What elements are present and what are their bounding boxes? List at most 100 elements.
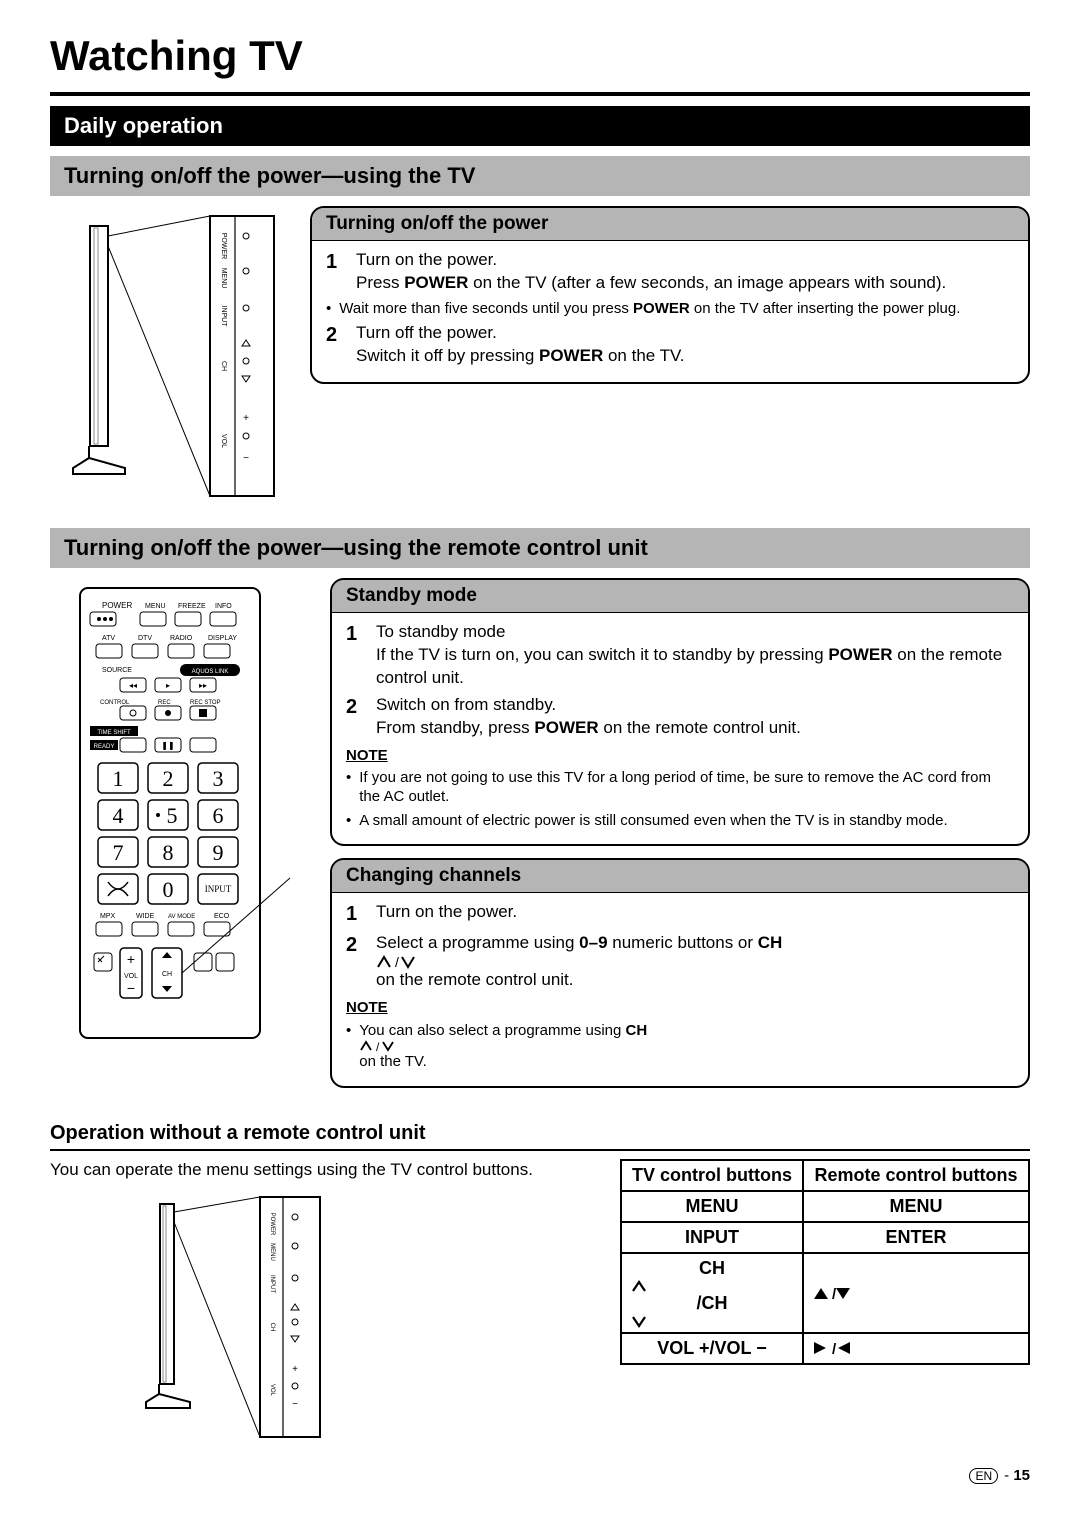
svg-text:INPUT: INPUT <box>269 1275 275 1293</box>
svg-text:DISPLAY: DISPLAY <box>208 635 237 642</box>
svg-text:/: / <box>395 955 399 969</box>
step-number: 2 <box>346 932 364 992</box>
daily-operation-heading: Daily operation <box>50 106 1030 146</box>
section2-row: POWER MENUFREEZEINFO ATVDTVRADIODISPLAY … <box>50 578 1030 1100</box>
step-number: 1 <box>326 249 344 295</box>
step-text: Switch on from standby. From standby, pr… <box>376 694 1014 740</box>
svg-text:VOL: VOL <box>124 973 138 980</box>
svg-text:POWER: POWER <box>269 1212 275 1235</box>
svg-text:VOL: VOL <box>220 434 227 448</box>
section3-row: You can operate the menu settings using … <box>50 1159 1030 1442</box>
box-standby-mode: Standby mode 1 To standby mode If the TV… <box>330 578 1030 846</box>
svg-text:7: 7 <box>113 840 124 865</box>
svg-text:MENU: MENU <box>269 1243 275 1261</box>
step-number: 1 <box>346 901 364 928</box>
section3-heading: Operation without a remote control unit <box>50 1122 1030 1151</box>
tv-illustration-1: POWER MENU INPUT CH + VOL − <box>50 206 290 506</box>
svg-text:▸▸: ▸▸ <box>199 681 207 690</box>
svg-text:FREEZE: FREEZE <box>178 603 206 610</box>
svg-text:REC STOP: REC STOP <box>190 700 221 706</box>
svg-text:CH: CH <box>269 1322 275 1331</box>
bullet: • Wait more than five seconds until you … <box>326 299 1014 319</box>
svg-text:POWER: POWER <box>220 233 227 259</box>
bullet: •A small amount of electric power is sti… <box>346 811 1014 831</box>
note-label: NOTE <box>346 746 1014 766</box>
svg-text:/: / <box>376 1040 380 1052</box>
step-text: To standby mode If the TV is turn on, yo… <box>376 621 1014 690</box>
svg-text:−: − <box>127 980 135 996</box>
table-cell: / <box>803 1253 1029 1333</box>
svg-text:INPUT: INPUT <box>205 884 232 894</box>
svg-text:POWER: POWER <box>102 601 132 610</box>
svg-text:MENU: MENU <box>145 603 166 610</box>
svg-text:+: + <box>243 413 249 424</box>
svg-text:▸: ▸ <box>166 681 170 690</box>
bullet: • You can also select a programme using … <box>346 1021 1014 1072</box>
note-label: NOTE <box>346 998 1014 1018</box>
svg-text:INPUT: INPUT <box>220 306 227 328</box>
svg-text:+: + <box>127 951 135 967</box>
svg-text:VOL: VOL <box>269 1383 275 1396</box>
tv-illustration-2: POWER MENU INPUT CH + VOL − <box>140 1192 590 1442</box>
svg-text:READY: READY <box>94 744 115 750</box>
page-title: Watching TV <box>50 32 1030 80</box>
remote-illustration: POWER MENUFREEZEINFO ATVDTVRADIODISPLAY … <box>50 578 310 1048</box>
svg-text:/: / <box>832 1341 837 1356</box>
svg-text:ATV: ATV <box>102 635 115 642</box>
box1-header: Turning on/off the power <box>312 208 1028 241</box>
step-number: 2 <box>346 694 364 740</box>
table-cell: INPUT <box>621 1222 803 1253</box>
svg-text:2: 2 <box>163 766 174 791</box>
svg-text:◂◂: ◂◂ <box>129 681 137 690</box>
table-cell: ENTER <box>803 1222 1029 1253</box>
control-button-table: TV control buttons Remote control button… <box>620 1159 1030 1365</box>
box-turning-power: Turning on/off the power 1 Turn on the p… <box>310 206 1030 384</box>
svg-text:SOURCE: SOURCE <box>102 667 132 674</box>
title-rule <box>50 92 1030 96</box>
box2-header: Standby mode <box>332 580 1028 613</box>
page-footer: EN - 15 <box>969 1467 1030 1484</box>
svg-text:4: 4 <box>113 803 124 828</box>
section3-text: You can operate the menu settings using … <box>50 1159 590 1182</box>
table-cell: VOL +/VOL − <box>621 1333 803 1364</box>
table-cell: CH /CH <box>621 1253 803 1333</box>
svg-text:6: 6 <box>213 803 224 828</box>
step-text: Turn on the power. Press POWER on the TV… <box>356 249 1014 295</box>
bullet: •If you are not going to use this TV for… <box>346 768 1014 807</box>
box-changing-channels: Changing channels 1 Turn on the power. 2… <box>330 858 1030 1087</box>
svg-text:RADIO: RADIO <box>170 635 193 642</box>
step-number: 1 <box>346 621 364 690</box>
table-cell: MENU <box>803 1191 1029 1222</box>
svg-text:ECO: ECO <box>214 913 230 920</box>
svg-text:CH: CH <box>162 971 172 978</box>
section1-row: POWER MENU INPUT CH + VOL − Turning on/o… <box>50 206 1030 506</box>
step-text: Turn off the power. Switch it off by pre… <box>356 322 1014 368</box>
step-text: Turn on the power. <box>376 901 1014 928</box>
svg-text:INFO: INFO <box>215 603 232 610</box>
svg-text:TIME SHIFT: TIME SHIFT <box>97 730 131 736</box>
svg-text:5: 5 <box>167 803 178 828</box>
svg-text:WIDE: WIDE <box>136 913 155 920</box>
svg-text:CONTROL: CONTROL <box>100 700 130 706</box>
step-text: Select a programme using 0–9 numeric but… <box>376 932 1014 992</box>
table-cell: MENU <box>621 1191 803 1222</box>
svg-text:DTV: DTV <box>138 635 152 642</box>
svg-text:1: 1 <box>113 766 124 791</box>
box3-header: Changing channels <box>332 860 1028 893</box>
table-head-remote: Remote control buttons <box>803 1160 1029 1191</box>
svg-text:0: 0 <box>163 877 174 902</box>
svg-text:3: 3 <box>213 766 224 791</box>
svg-text:AV MODE: AV MODE <box>168 914 195 920</box>
svg-text:❚❚: ❚❚ <box>161 741 174 750</box>
table-head-tv: TV control buttons <box>621 1160 803 1191</box>
section2-heading: Turning on/off the power—using the remot… <box>50 528 1030 568</box>
svg-text:+: + <box>292 1364 298 1375</box>
svg-text:−: − <box>243 453 249 464</box>
svg-text:MENU: MENU <box>220 268 227 289</box>
svg-text:9: 9 <box>213 840 224 865</box>
section1-heading: Turning on/off the power—using the TV <box>50 156 1030 196</box>
step-number: 2 <box>326 322 344 368</box>
svg-text:CH: CH <box>220 361 227 371</box>
svg-text:−: − <box>292 1399 298 1410</box>
svg-text:REC: REC <box>158 700 171 706</box>
